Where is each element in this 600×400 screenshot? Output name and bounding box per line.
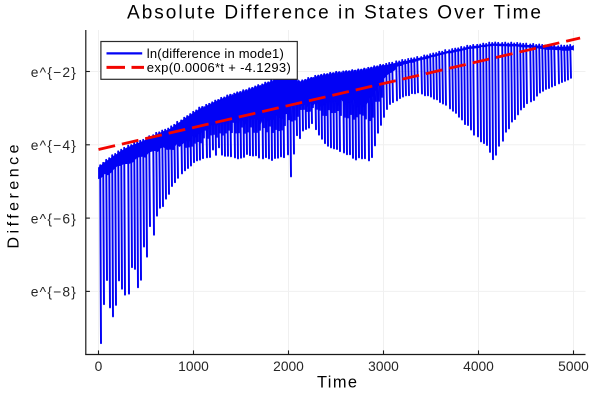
svg-text:5000: 5000: [558, 359, 589, 374]
svg-text:0: 0: [95, 359, 103, 374]
svg-text:4000: 4000: [463, 359, 494, 374]
svg-text:e^{−8}: e^{−8}: [31, 285, 76, 300]
svg-text:ln(difference in mode1): ln(difference in mode1): [147, 46, 284, 61]
svg-text:3000: 3000: [368, 359, 399, 374]
svg-text:Time: Time: [317, 373, 357, 391]
svg-text:1000: 1000: [178, 359, 209, 374]
svg-text:2000: 2000: [273, 359, 304, 374]
svg-text:exp(0.0006*t + -4.1293): exp(0.0006*t + -4.1293): [147, 60, 291, 75]
svg-text:e^{−2}: e^{−2}: [31, 65, 76, 80]
svg-text:Difference: Difference: [6, 144, 23, 248]
svg-text:e^{−6}: e^{−6}: [31, 211, 76, 226]
svg-text:Absolute Difference in States: Absolute Difference in States Over Time: [127, 2, 541, 23]
svg-text:e^{−4}: e^{−4}: [31, 138, 76, 153]
